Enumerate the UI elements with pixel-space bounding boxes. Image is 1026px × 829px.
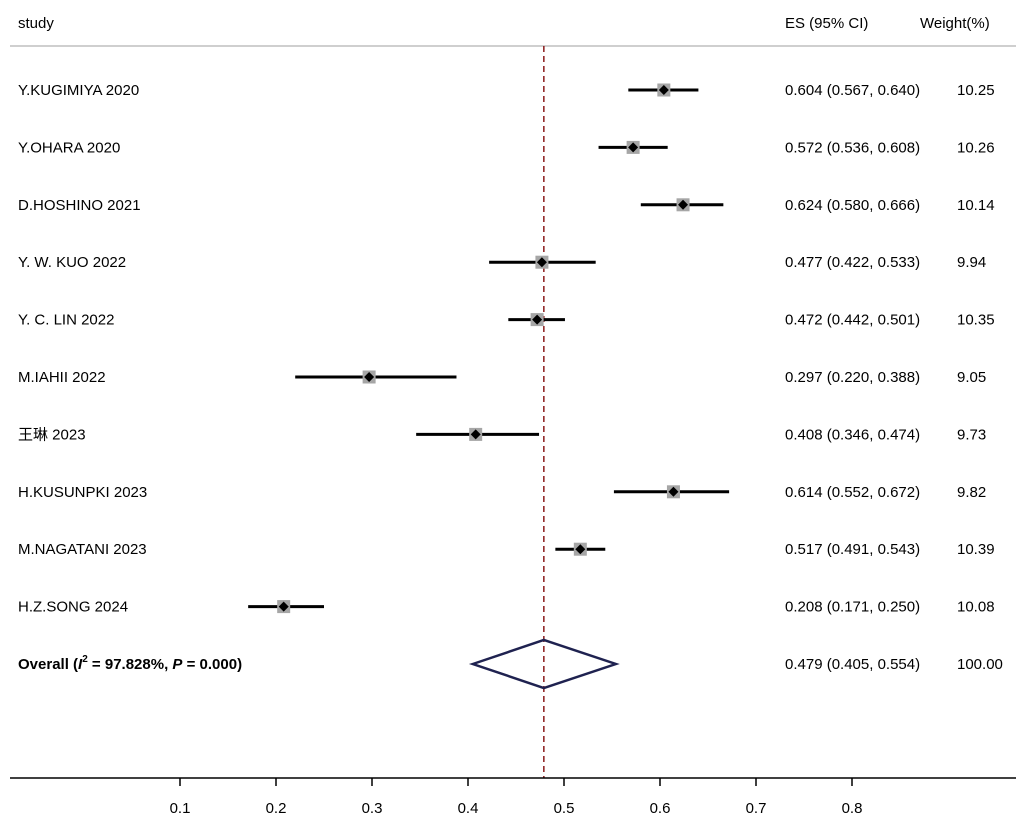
point-estimate [532, 314, 543, 325]
study-label: D.HOSHINO 2021 [18, 197, 141, 214]
weight-value: 9.82 [957, 484, 986, 501]
weight-value: 10.08 [957, 599, 995, 616]
point-estimate [536, 257, 547, 268]
study-label: Y.OHARA 2020 [18, 139, 120, 156]
x-tick-label: 0.5 [554, 800, 575, 817]
x-tick-label: 0.7 [746, 800, 767, 817]
study-row: 王琳 2023 0.408 (0.346, 0.474) 9.73 [18, 426, 986, 443]
x-tick-label: 0.1 [170, 800, 191, 817]
study-label: Y.KUGIMIYA 2020 [18, 82, 139, 99]
study-label: H.Z.SONG 2024 [18, 599, 128, 616]
overall-es-ci: 0.479 (0.405, 0.554) [785, 656, 920, 673]
es-ci-value: 0.624 (0.580, 0.666) [785, 197, 920, 214]
x-axis-ticks: 0.1 0.2 0.3 0.4 0.5 0.6 0.7 0.8 [170, 778, 863, 817]
study-row: H.KUSUNPKI 2023 0.614 (0.552, 0.672) 9.82 [18, 484, 986, 501]
study-row: M.NAGATANI 2023 0.517 (0.491, 0.543) 10.39 [18, 541, 995, 558]
study-row: Y.KUGIMIYA 2020 0.604 (0.567, 0.640) 10.25 [18, 82, 995, 99]
point-estimate [470, 429, 481, 440]
es-ci-value: 0.614 (0.552, 0.672) [785, 484, 920, 501]
weight-value: 10.39 [957, 541, 995, 558]
point-estimate [678, 199, 689, 210]
overall-weight: 100.00 [957, 656, 1003, 673]
es-ci-value: 0.477 (0.422, 0.533) [785, 254, 920, 271]
weight-value: 10.25 [957, 82, 995, 99]
x-tick-label: 0.3 [362, 800, 383, 817]
point-estimate [658, 85, 669, 95]
es-ci-value: 0.208 (0.171, 0.250) [785, 599, 920, 616]
weight-value: 9.05 [957, 369, 986, 386]
point-estimate [575, 544, 586, 555]
study-row: H.Z.SONG 2024 0.208 (0.171, 0.250) 10.08 [18, 599, 995, 616]
es-ci-value: 0.297 (0.220, 0.388) [785, 369, 920, 386]
es-ci-value: 0.472 (0.442, 0.501) [785, 312, 920, 329]
x-tick-label: 0.6 [650, 800, 671, 817]
study-rows: Y.KUGIMIYA 2020 0.604 (0.567, 0.640) 10.25… [18, 82, 995, 616]
study-label: H.KUSUNPKI 2023 [18, 484, 147, 501]
weight-column-header: Weight(%) [920, 15, 990, 32]
weight-value: 9.94 [957, 254, 986, 271]
es-ci-value: 0.408 (0.346, 0.474) [785, 426, 920, 443]
overall-diamond [468, 638, 620, 690]
weight-value: 10.26 [957, 139, 995, 156]
es-ci-value: 0.604 (0.567, 0.640) [785, 82, 920, 99]
x-tick-label: 0.8 [842, 800, 863, 817]
point-estimate [668, 486, 679, 497]
point-estimate [628, 142, 639, 153]
study-label: 王琳 2023 [18, 426, 86, 443]
study-row: M.IAHII 2022 0.297 (0.220, 0.388) 9.05 [18, 369, 986, 386]
study-label: Y. C. LIN 2022 [18, 312, 114, 329]
weight-value: 10.35 [957, 312, 995, 329]
study-label: M.IAHII 2022 [18, 369, 106, 386]
es-ci-value: 0.572 (0.536, 0.608) [785, 139, 920, 156]
x-tick-label: 0.2 [266, 800, 287, 817]
weight-value: 9.73 [957, 426, 986, 443]
study-label: M.NAGATANI 2023 [18, 541, 147, 558]
weight-value: 10.14 [957, 197, 995, 214]
study-label: Y. W. KUO 2022 [18, 254, 126, 271]
study-column-header: study [18, 15, 54, 32]
overall-label: Overall (I2 = 97.828%, P = 0.000) [18, 654, 242, 673]
es-ci-value: 0.517 (0.491, 0.543) [785, 541, 920, 558]
overall-row: Overall (I2 = 97.828%, P = 0.000) 0.479 … [18, 638, 1003, 690]
point-estimate [364, 372, 375, 382]
es-column-header: ES (95% CI) [785, 15, 868, 32]
study-row: Y.OHARA 2020 0.572 (0.536, 0.608) 10.26 [18, 139, 995, 156]
study-row: Y. W. KUO 2022 0.477 (0.422, 0.533) 9.94 [18, 254, 986, 271]
x-tick-label: 0.4 [458, 800, 479, 817]
study-row: Y. C. LIN 2022 0.472 (0.442, 0.501) 10.35 [18, 312, 995, 329]
study-row: D.HOSHINO 2021 0.624 (0.580, 0.666) 10.14 [18, 197, 995, 214]
point-estimate [278, 601, 289, 612]
